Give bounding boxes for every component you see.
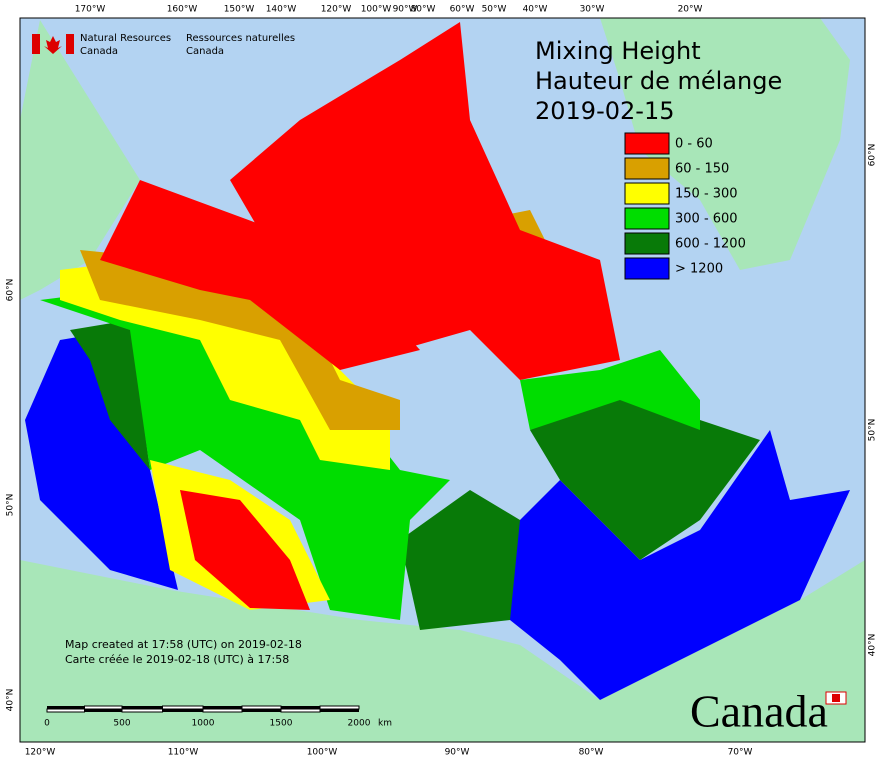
zone [400,490,520,630]
lon-label: 80°W [411,5,436,15]
scale-seg [281,706,320,709]
scale-label: 0 [44,719,50,729]
lon-label: 60°W [450,5,475,15]
note: Map created at 17:58 (UTC) on 2019-02-18 [65,638,302,651]
lon-label: 90°W [393,5,418,15]
flag-bar [66,34,74,54]
maple-leaf [44,36,62,54]
zone [40,290,450,620]
scale-seg [84,709,122,712]
scale-seg [202,708,243,713]
wordmark: Canada [690,686,828,737]
lon-label: 80°W [579,748,604,758]
lon-label: 140°W [266,5,297,15]
title: Mixing Height [535,37,701,65]
lat-label: 40°N [6,689,16,712]
graticule: 170°W 160°W 150°W 140°W 120°W 100°W 90°W80°W 60… [6,5,878,758]
legend-label: 300 - 600 [675,212,738,227]
agency-en: Natural Resources [80,33,171,44]
legend-label: 0 - 60 [675,137,713,152]
zones [25,22,850,700]
scale-seg [121,708,163,713]
scale-seg [242,709,281,712]
legend-label: > 1200 [675,262,723,277]
legend-label: 150 - 300 [675,187,738,202]
zone [500,430,850,700]
zone [25,330,178,590]
zone [70,320,150,470]
lon-label: 150°W [224,5,255,15]
legend-swatch [624,257,670,280]
wordmark-flag [832,694,840,702]
lon-label: 160°W [167,5,198,15]
lon-label: 120°W [25,748,56,758]
flag-bar [32,34,40,54]
lat-label: 40°N [868,634,878,657]
scale-seg [162,705,204,710]
scale-seg [241,705,282,710]
agency-fr: Ressources naturelles [186,33,295,44]
title: 2019-02-15 [535,97,674,125]
lat-label: 60°N [6,279,16,302]
zone [530,390,760,560]
scale-seg [47,706,85,709]
legend-swatch [624,207,670,230]
note: Carte créée le 2019-02-18 (UTC) à 17:58 [65,653,289,666]
scale-label: 2000 [348,719,371,729]
agency-fr: Canada [186,46,224,57]
title: Hauteur de mélange [535,67,782,95]
legend-swatch [624,157,670,180]
lat-label: 50°N [868,419,878,442]
scale-seg [319,705,360,710]
scale-seg [280,708,321,713]
legend: 0 - 60 60 - 150 150 - 300 300 - 600 600 - 12… [624,132,746,280]
zone [100,180,420,370]
lon-label: 100°W [307,748,338,758]
frame [19,17,866,743]
scale-seg [122,706,163,709]
lon-label: 120°W [321,5,352,15]
scale-unit: km [378,719,392,729]
legend-swatch [624,182,670,205]
scale-label: 500 [113,719,130,729]
scale-seg [320,709,359,712]
lon-label: 70°W [728,748,753,758]
zone [230,22,620,380]
scale-label: 1500 [270,719,293,729]
lon-label: 30°W [580,5,605,15]
scale-label: 1000 [192,719,215,729]
scale-bar: 0 500 1000 1500 2000 km [44,705,392,729]
zone [80,250,400,430]
scale-seg [162,709,203,712]
zone [180,490,310,610]
legend-swatch [624,232,670,255]
agency-en: Canada [80,46,118,57]
lat-label: 60°N [868,144,878,167]
scale-seg [84,705,123,710]
other-land [20,18,865,742]
scale-seg [46,708,85,713]
zone [520,350,700,430]
lat-label: 50°N [6,494,16,517]
legend-label: 60 - 150 [675,162,729,177]
nrcan-logo: Natural Resources Canada Ressources natu… [32,33,295,57]
lon-label: 100°W [361,5,392,15]
legend-swatch [624,132,670,155]
zone [60,260,390,470]
lon-label: 50°W [482,5,507,15]
legend-label: 600 - 1200 [675,237,746,252]
lon-label: 90°W [445,748,470,758]
lon-label: 40°W [523,5,548,15]
scale-seg [203,706,242,709]
lon-label: 170°W [75,5,106,15]
lon-label: 20°W [678,5,703,15]
lon-label: 110°W [168,748,199,758]
